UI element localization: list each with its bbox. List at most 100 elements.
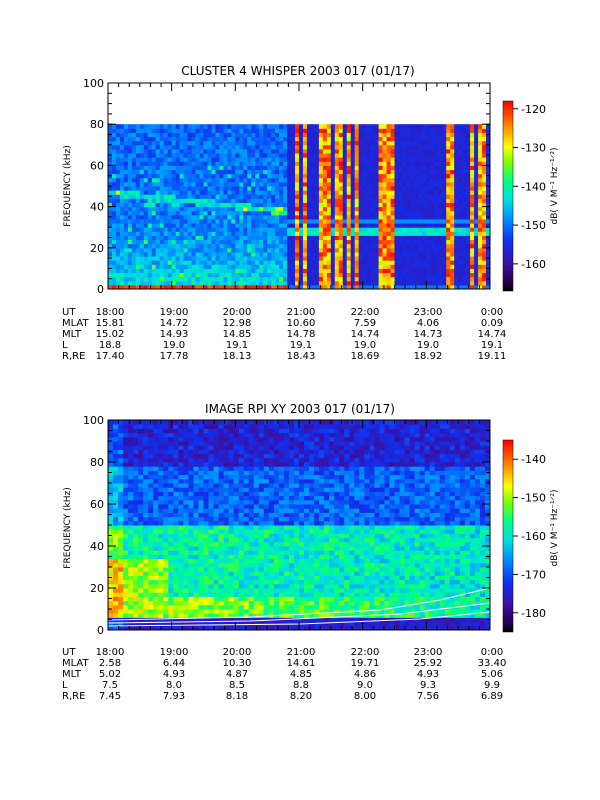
whisper-cell <box>334 210 340 216</box>
whisper-cell <box>255 243 260 249</box>
whisper-cell <box>370 227 376 232</box>
whisper-cell <box>342 231 348 236</box>
whisper-cell <box>223 235 228 241</box>
whisper-cell <box>231 169 236 175</box>
whisper-cell <box>346 251 352 257</box>
whisper-cell <box>434 206 439 212</box>
whisper-cell <box>215 124 220 129</box>
rpi-cell <box>148 462 154 467</box>
whisper-cell <box>283 268 288 274</box>
whisper-cell <box>454 206 459 212</box>
whisper-cell <box>207 218 212 224</box>
whisper-cell <box>462 231 467 236</box>
whisper-cell <box>159 136 165 142</box>
whisper-cell <box>474 223 479 228</box>
whisper-cell <box>386 181 392 187</box>
whisper-cell <box>108 210 113 216</box>
whisper-cell <box>219 223 224 228</box>
whisper-cell <box>462 157 467 162</box>
whisper-cell <box>191 128 197 133</box>
whisper-cell <box>310 157 316 162</box>
rpi-cell <box>183 529 189 534</box>
whisper-cell <box>151 157 157 162</box>
whisper-cell <box>199 227 204 232</box>
rpi-cell <box>158 516 164 522</box>
whisper-ephem-value: 10.60 <box>287 318 316 329</box>
whisper-cell <box>143 157 149 162</box>
whisper-cell <box>450 206 455 212</box>
whisper-cell <box>486 210 491 216</box>
whisper-cell <box>334 268 340 274</box>
whisper-cell <box>271 148 276 154</box>
whisper-cell <box>243 161 248 166</box>
whisper-cell <box>203 140 208 146</box>
whisper-cell <box>402 256 407 261</box>
whisper-cell <box>378 247 384 253</box>
whisper-cell <box>450 157 455 162</box>
whisper-cell <box>418 206 423 212</box>
whisper-cell <box>438 284 443 290</box>
rpi-cell <box>123 504 129 509</box>
whisper-cell <box>279 268 284 274</box>
whisper-cell <box>418 284 423 290</box>
whisper-cell <box>342 223 348 228</box>
whisper-cell <box>422 231 427 236</box>
whisper-cell <box>111 173 117 179</box>
whisper-cell <box>199 264 204 269</box>
whisper-cell <box>159 227 165 232</box>
whisper-cell <box>362 239 368 245</box>
rpi-cell <box>173 453 179 459</box>
whisper-cell <box>374 165 380 171</box>
whisper-cell <box>470 128 475 133</box>
rpi-cell <box>113 428 119 434</box>
whisper-cell <box>426 239 431 245</box>
whisper-cell <box>259 136 264 142</box>
whisper-cell <box>314 260 320 265</box>
whisper-cell <box>350 223 356 228</box>
whisper-cell <box>322 268 328 274</box>
whisper-cell <box>279 202 284 208</box>
whisper-cell <box>478 268 483 274</box>
whisper-cell <box>123 239 129 245</box>
whisper-cell <box>470 186 475 191</box>
rpi-cell <box>143 596 149 602</box>
whisper-cell <box>426 231 431 236</box>
whisper-cell <box>310 169 316 175</box>
whisper-cell <box>175 284 181 290</box>
rpi-cell <box>128 466 134 471</box>
rpi-cell <box>108 495 114 501</box>
rpi-cell <box>118 474 124 480</box>
whisper-cell <box>362 144 368 150</box>
whisper-cell <box>422 181 427 187</box>
whisper-cell <box>247 280 252 286</box>
rpi-cell <box>198 604 204 610</box>
whisper-cell <box>306 202 312 208</box>
whisper-cell <box>306 190 312 195</box>
whisper-cell <box>279 186 284 191</box>
whisper-cell <box>279 243 284 249</box>
whisper-cell <box>370 276 376 282</box>
whisper-cell <box>223 148 228 154</box>
whisper-cell <box>398 186 403 191</box>
whisper-cell <box>291 247 296 253</box>
whisper-cell <box>410 148 415 154</box>
whisper-cell <box>342 235 348 241</box>
whisper-cell <box>306 268 312 274</box>
whisper-cell <box>275 153 280 158</box>
whisper-cell <box>426 214 431 220</box>
whisper-cell <box>362 124 368 129</box>
whisper-cell <box>259 256 264 261</box>
whisper-cell <box>442 206 447 212</box>
whisper-cell <box>203 186 208 191</box>
whisper-cell <box>235 202 240 208</box>
whisper-cell <box>255 169 260 175</box>
whisper-cell <box>199 198 204 203</box>
whisper-cell <box>227 284 232 290</box>
whisper-cell <box>223 218 228 224</box>
rpi-cell <box>158 621 164 627</box>
whisper-cell <box>275 140 280 146</box>
whisper-cell <box>187 148 193 154</box>
whisper-cell <box>139 169 145 175</box>
whisper-cell <box>199 132 204 138</box>
whisper-cell <box>271 157 276 162</box>
